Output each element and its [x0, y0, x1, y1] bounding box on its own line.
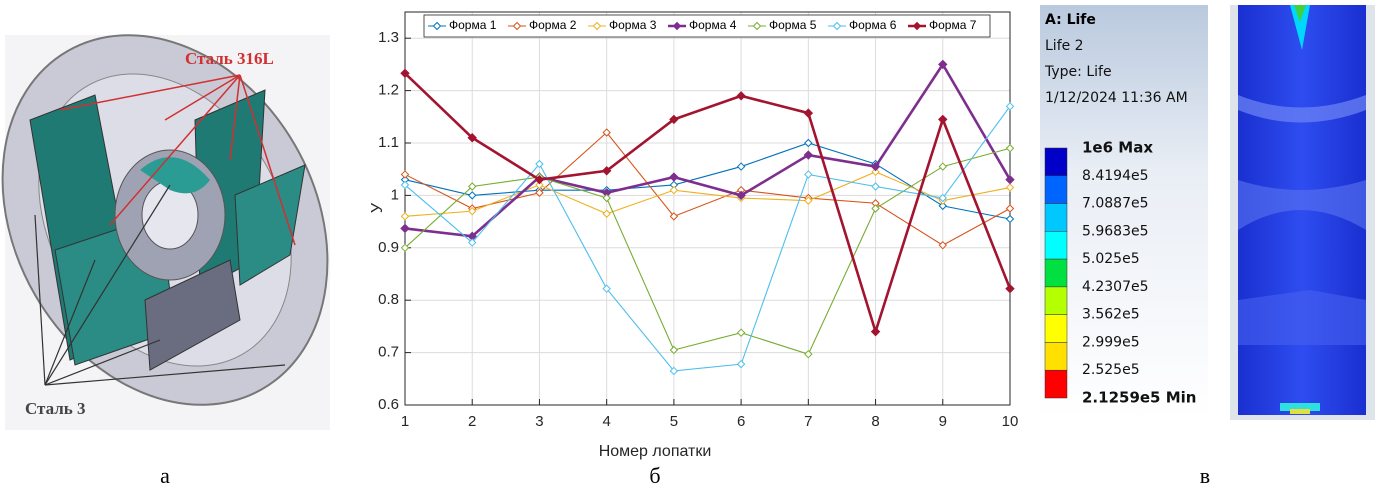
colorbar-label: 5.025e5: [1082, 251, 1140, 267]
result-title: A: Life: [1045, 12, 1096, 28]
y-tick-label: 0.7: [378, 344, 399, 361]
x-tick-label: 6: [737, 413, 745, 430]
legend-label: Форма 4: [689, 18, 737, 32]
y-tick-label: 0.8: [378, 291, 399, 308]
y-tick-label: 1: [391, 186, 399, 203]
x-tick-label: 3: [535, 413, 543, 430]
y-tick-label: 1.3: [378, 29, 399, 46]
legend-label: Форма 3: [609, 18, 657, 32]
colorbar-cell: [1045, 342, 1067, 370]
result-info: 1/12/2024 11:36 AM: [1045, 90, 1188, 106]
legend-label: Форма 1: [449, 18, 497, 32]
colorbar-cell: [1045, 315, 1067, 343]
colorbar-cell: [1045, 204, 1067, 232]
x-tick-label: 2: [468, 413, 476, 430]
legend-label: Форма 7: [929, 18, 977, 32]
x-tick-label: 1: [401, 413, 409, 430]
legend-label: Форма 6: [849, 18, 897, 32]
material-label: Сталь 316L: [185, 49, 274, 68]
y-tick-label: 1.2: [378, 82, 399, 99]
x-tick-label: 8: [871, 413, 879, 430]
colorbar-cell: [1045, 259, 1067, 287]
result-info: Life 2: [1045, 38, 1084, 54]
contour-plot: [1230, 5, 1375, 420]
y-axis-label: У: [369, 202, 386, 213]
x-tick-label: 7: [804, 413, 812, 430]
panel-caption: б: [649, 463, 660, 488]
colorbar-cell: [1045, 287, 1067, 315]
plot-area: [405, 12, 1010, 405]
colorbar-label: 2.525e5: [1082, 362, 1140, 378]
x-tick-label: 10: [1002, 413, 1019, 430]
colorbar-cell: [1045, 231, 1067, 259]
x-tick-label: 4: [602, 413, 610, 430]
colorbar-label: 1e6 Max: [1082, 139, 1153, 157]
colorbar-label: 3.562e5: [1082, 307, 1140, 323]
legend: Форма 1 Форма 2 Форма 3 Форма 4 Форма 5 Форма…: [424, 15, 990, 37]
colorbar-label: 7.0887e5: [1082, 196, 1149, 212]
y-tick-label: 0.6: [378, 396, 399, 413]
colorbar-label: 4.2307e5: [1082, 279, 1149, 295]
colorbar-cell: [1045, 148, 1067, 176]
x-axis-label: Номер лопатки: [599, 443, 712, 460]
x-tick-label: 9: [939, 413, 947, 430]
y-tick-label: 0.9: [378, 239, 399, 256]
legend-label: Форма 5: [769, 18, 817, 32]
colorbar-cell: [1045, 370, 1067, 398]
colorbar-label: 2.1259e5 Min: [1082, 389, 1196, 407]
result-info: Type: Life: [1044, 64, 1112, 80]
panel-caption: а: [160, 463, 170, 488]
impeller-render: [0, 0, 392, 464]
colorbar-label: 2.999e5: [1082, 334, 1140, 350]
colorbar-cell: [1045, 176, 1067, 204]
panel-caption: в: [1200, 463, 1210, 488]
x-tick-label: 5: [670, 413, 678, 430]
material-label: Сталь 3: [25, 399, 86, 418]
legend-label: Форма 2: [529, 18, 577, 32]
colorbar-label: 5.9683e5: [1082, 223, 1149, 239]
figure: Сталь 316L Сталь 3 A: Life Life 2 Type: …: [0, 0, 1375, 491]
y-tick-label: 1.1: [378, 134, 399, 151]
colorbar-label: 8.4194e5: [1082, 168, 1149, 184]
